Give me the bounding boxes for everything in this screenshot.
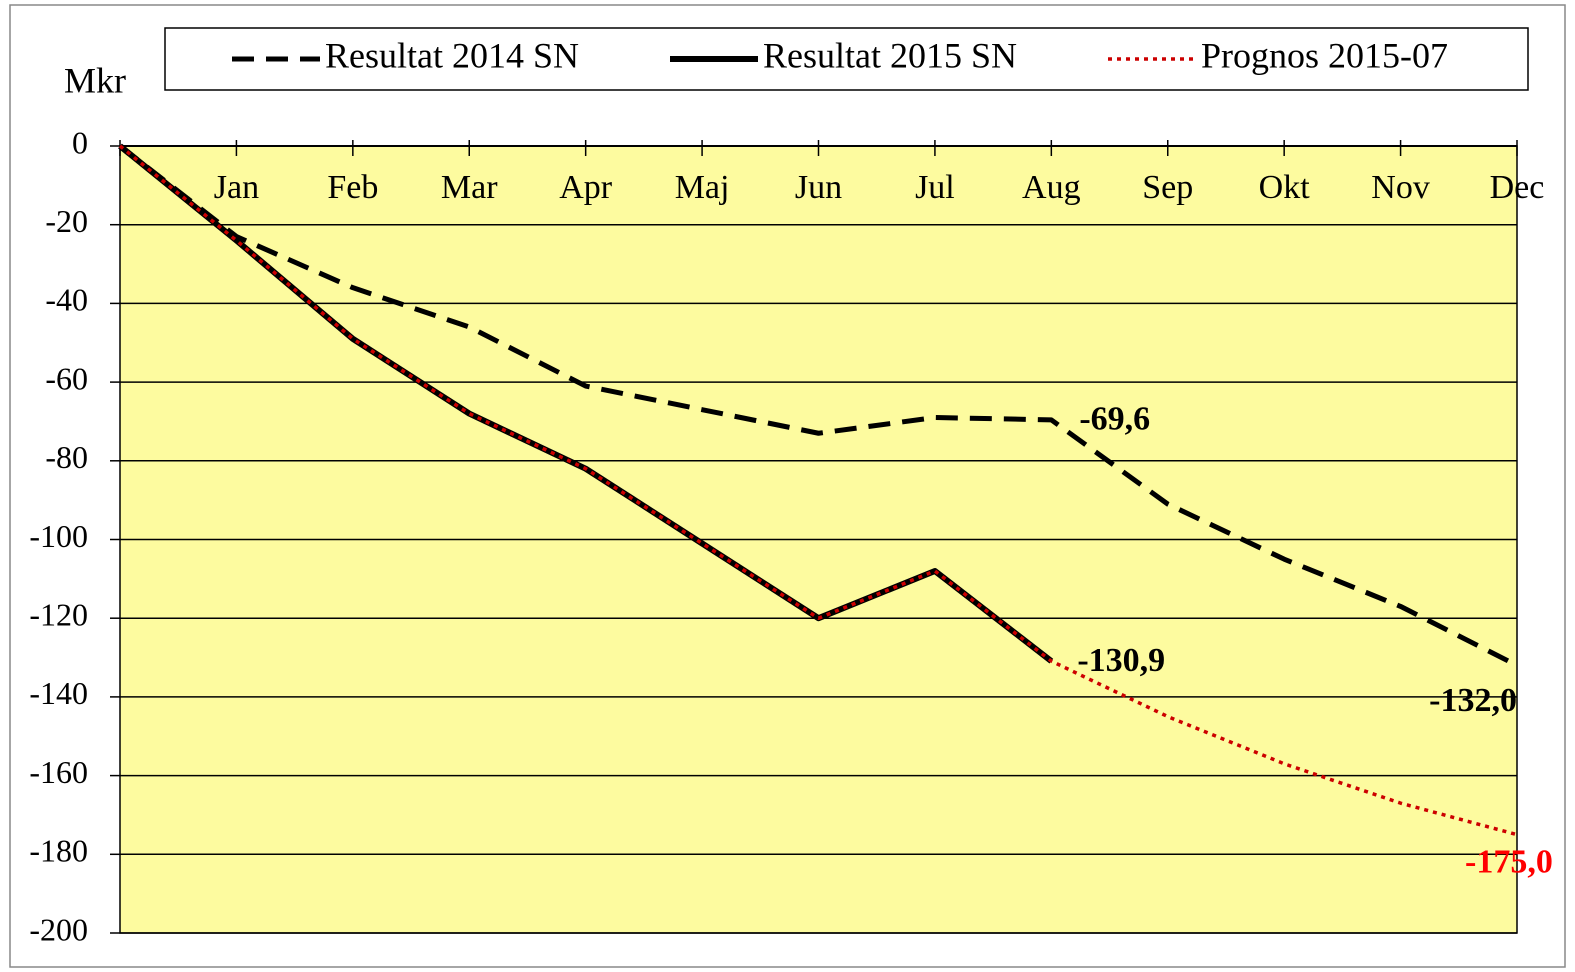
data-label: -132,0	[1429, 682, 1517, 719]
y-tick-label: -20	[45, 203, 88, 239]
y-tick-label: -80	[45, 439, 88, 475]
x-tick-label: Maj	[675, 169, 730, 206]
y-tick-label: -120	[29, 597, 88, 633]
y-tick-label: -180	[29, 833, 88, 869]
x-tick-label: Jan	[214, 169, 259, 206]
series-line	[118, 144, 1518, 837]
x-tick-label: Jul	[915, 169, 955, 206]
y-axis-label: Mkr	[64, 60, 126, 100]
x-tick-label: Sep	[1142, 169, 1193, 206]
y-tick-label: -160	[29, 754, 88, 790]
x-tick-label: Aug	[1022, 169, 1081, 206]
data-label: -69,6	[1079, 401, 1150, 438]
x-tick-label: Nov	[1371, 169, 1430, 206]
y-tick-label: -40	[45, 282, 88, 318]
x-tick-label: Feb	[327, 169, 378, 206]
legend-label: Resultat 2015 SN	[763, 35, 1017, 75]
y-tick-label: -200	[29, 911, 88, 947]
x-tick-label: Mar	[441, 169, 498, 206]
x-tick-label: Okt	[1259, 169, 1311, 206]
legend-label: Resultat 2014 SN	[325, 35, 579, 75]
x-tick-label: Apr	[559, 169, 613, 206]
x-tick-label: Jun	[795, 169, 842, 206]
y-tick-label: -140	[29, 675, 88, 711]
data-label: -130,9	[1077, 642, 1165, 679]
data-label: -175,0	[1465, 843, 1553, 880]
series-line	[118, 144, 1519, 668]
y-tick-label: -60	[45, 360, 88, 396]
y-tick-label: -100	[29, 518, 88, 554]
legend-box	[164, 27, 1529, 91]
y-tick-label: 0	[72, 124, 88, 160]
x-tick-label: Dec	[1490, 169, 1545, 206]
legend-label: Prognos 2015-07	[1201, 35, 1448, 75]
